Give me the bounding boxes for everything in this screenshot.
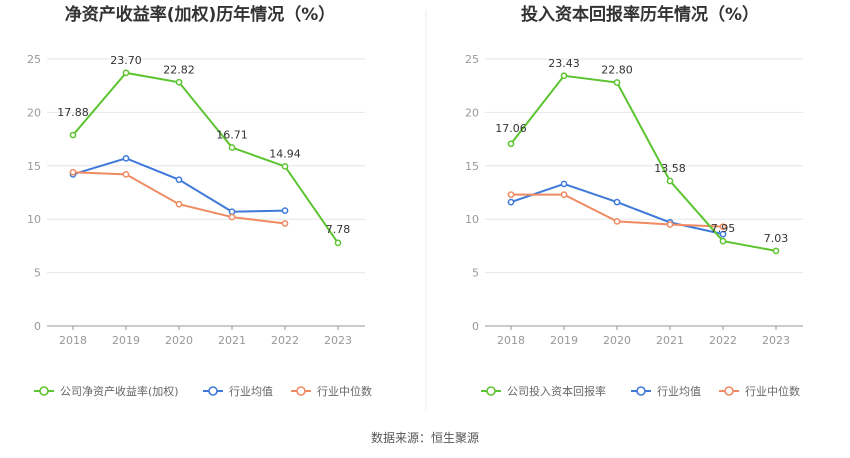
data-source-note: 数据来源：恒生聚源	[371, 430, 479, 445]
data-point	[281, 207, 289, 215]
y-tick-label: 15	[465, 160, 479, 173]
data-point	[175, 200, 183, 208]
data-point	[560, 180, 568, 188]
y-tick-label: 5	[34, 267, 41, 280]
y-tick-label: 0	[472, 320, 479, 333]
data-point	[666, 221, 674, 228]
y-tick-label: 10	[465, 213, 479, 226]
data-point	[175, 78, 183, 86]
data-point	[122, 170, 130, 178]
data-label: 23.70	[110, 54, 142, 67]
data-point	[228, 208, 236, 216]
x-tick-label: 2022	[709, 334, 737, 347]
y-tick-label: 5	[472, 267, 479, 280]
data-label: 7.78	[326, 223, 351, 236]
data-point	[613, 198, 621, 206]
data-label: 17.88	[57, 106, 89, 119]
x-tick-label: 2021	[656, 334, 684, 347]
legend-label: 公司投入资本回报率	[507, 384, 606, 398]
data-point	[560, 72, 568, 80]
data-point	[122, 69, 130, 77]
data-point	[281, 220, 289, 227]
data-label: 7.03	[764, 232, 789, 245]
data-point	[613, 79, 621, 86]
legend-swatch-marker	[636, 386, 646, 396]
x-tick-label: 2018	[497, 334, 525, 347]
x-tick-label: 2021	[218, 334, 246, 347]
x-tick-label: 2022	[271, 334, 299, 347]
legend-swatch-marker	[208, 386, 218, 396]
data-point	[666, 177, 674, 185]
legend-label: 行业均值	[657, 385, 701, 398]
data-point	[228, 213, 236, 221]
y-tick-label: 0	[34, 320, 41, 333]
data-label: 7.95	[711, 222, 736, 235]
data-point	[507, 191, 515, 198]
data-label: 14.94	[269, 147, 301, 160]
x-tick-label: 2020	[165, 334, 193, 347]
data-point	[507, 140, 515, 148]
data-point	[719, 230, 727, 238]
data-point	[175, 176, 183, 184]
data-label: 22.80	[601, 63, 633, 76]
data-label: 17.06	[495, 122, 527, 135]
data-point	[719, 237, 727, 245]
legend-label: 行业中位数	[317, 384, 372, 398]
legend-swatch-marker	[296, 386, 306, 396]
chart-2: 投入资本回报率历年情况（%） 0 5 10 15 20 25 2018 2019 2020 2021…	[465, 4, 803, 398]
chart-1: 净资产收益率(加权)历年情况（%） 0 5 10 15 20 25 2018 2019 2020 2…	[27, 4, 372, 398]
legend-label: 行业中位数	[745, 384, 800, 398]
x-tick-label: 2018	[59, 334, 87, 347]
series-line	[510, 74, 777, 252]
series-line	[510, 182, 724, 236]
data-point	[719, 223, 727, 231]
legend-swatch-marker	[486, 386, 496, 396]
data-point	[334, 239, 342, 247]
data-point	[122, 154, 130, 162]
data-point	[772, 247, 780, 255]
y-tick-label: 20	[465, 106, 479, 119]
series-line	[72, 71, 339, 244]
data-point	[281, 163, 289, 170]
data-point	[613, 217, 621, 225]
y-tick-label: 25	[465, 53, 479, 66]
data-point	[69, 131, 77, 139]
data-label: 16.71	[216, 129, 248, 142]
legend-swatch-marker	[39, 386, 49, 396]
legend-swatch-marker	[724, 386, 734, 396]
data-label: 23.43	[548, 57, 580, 70]
data-point	[507, 198, 515, 206]
data-point	[228, 144, 236, 151]
x-tick-label: 2020	[603, 334, 631, 347]
x-tick-label: 2023	[324, 334, 352, 347]
chart-title: 净资产收益率(加权)历年情况（%）	[65, 4, 336, 25]
y-tick-label: 15	[27, 160, 41, 173]
y-tick-label: 20	[27, 106, 41, 119]
data-label: 13.58	[654, 162, 686, 175]
x-tick-label: 2019	[112, 334, 140, 347]
data-label: 22.82	[163, 63, 195, 76]
y-tick-label: 10	[27, 213, 41, 226]
chart-title: 投入资本回报率历年情况（%）	[521, 4, 759, 25]
legend-label: 行业均值	[229, 385, 273, 398]
legend-label: 公司净资产收益率(加权)	[60, 384, 179, 398]
x-tick-label: 2023	[762, 334, 790, 347]
y-tick-label: 25	[27, 53, 41, 66]
data-point	[560, 191, 568, 198]
x-tick-label: 2019	[550, 334, 578, 347]
data-point	[69, 168, 77, 176]
